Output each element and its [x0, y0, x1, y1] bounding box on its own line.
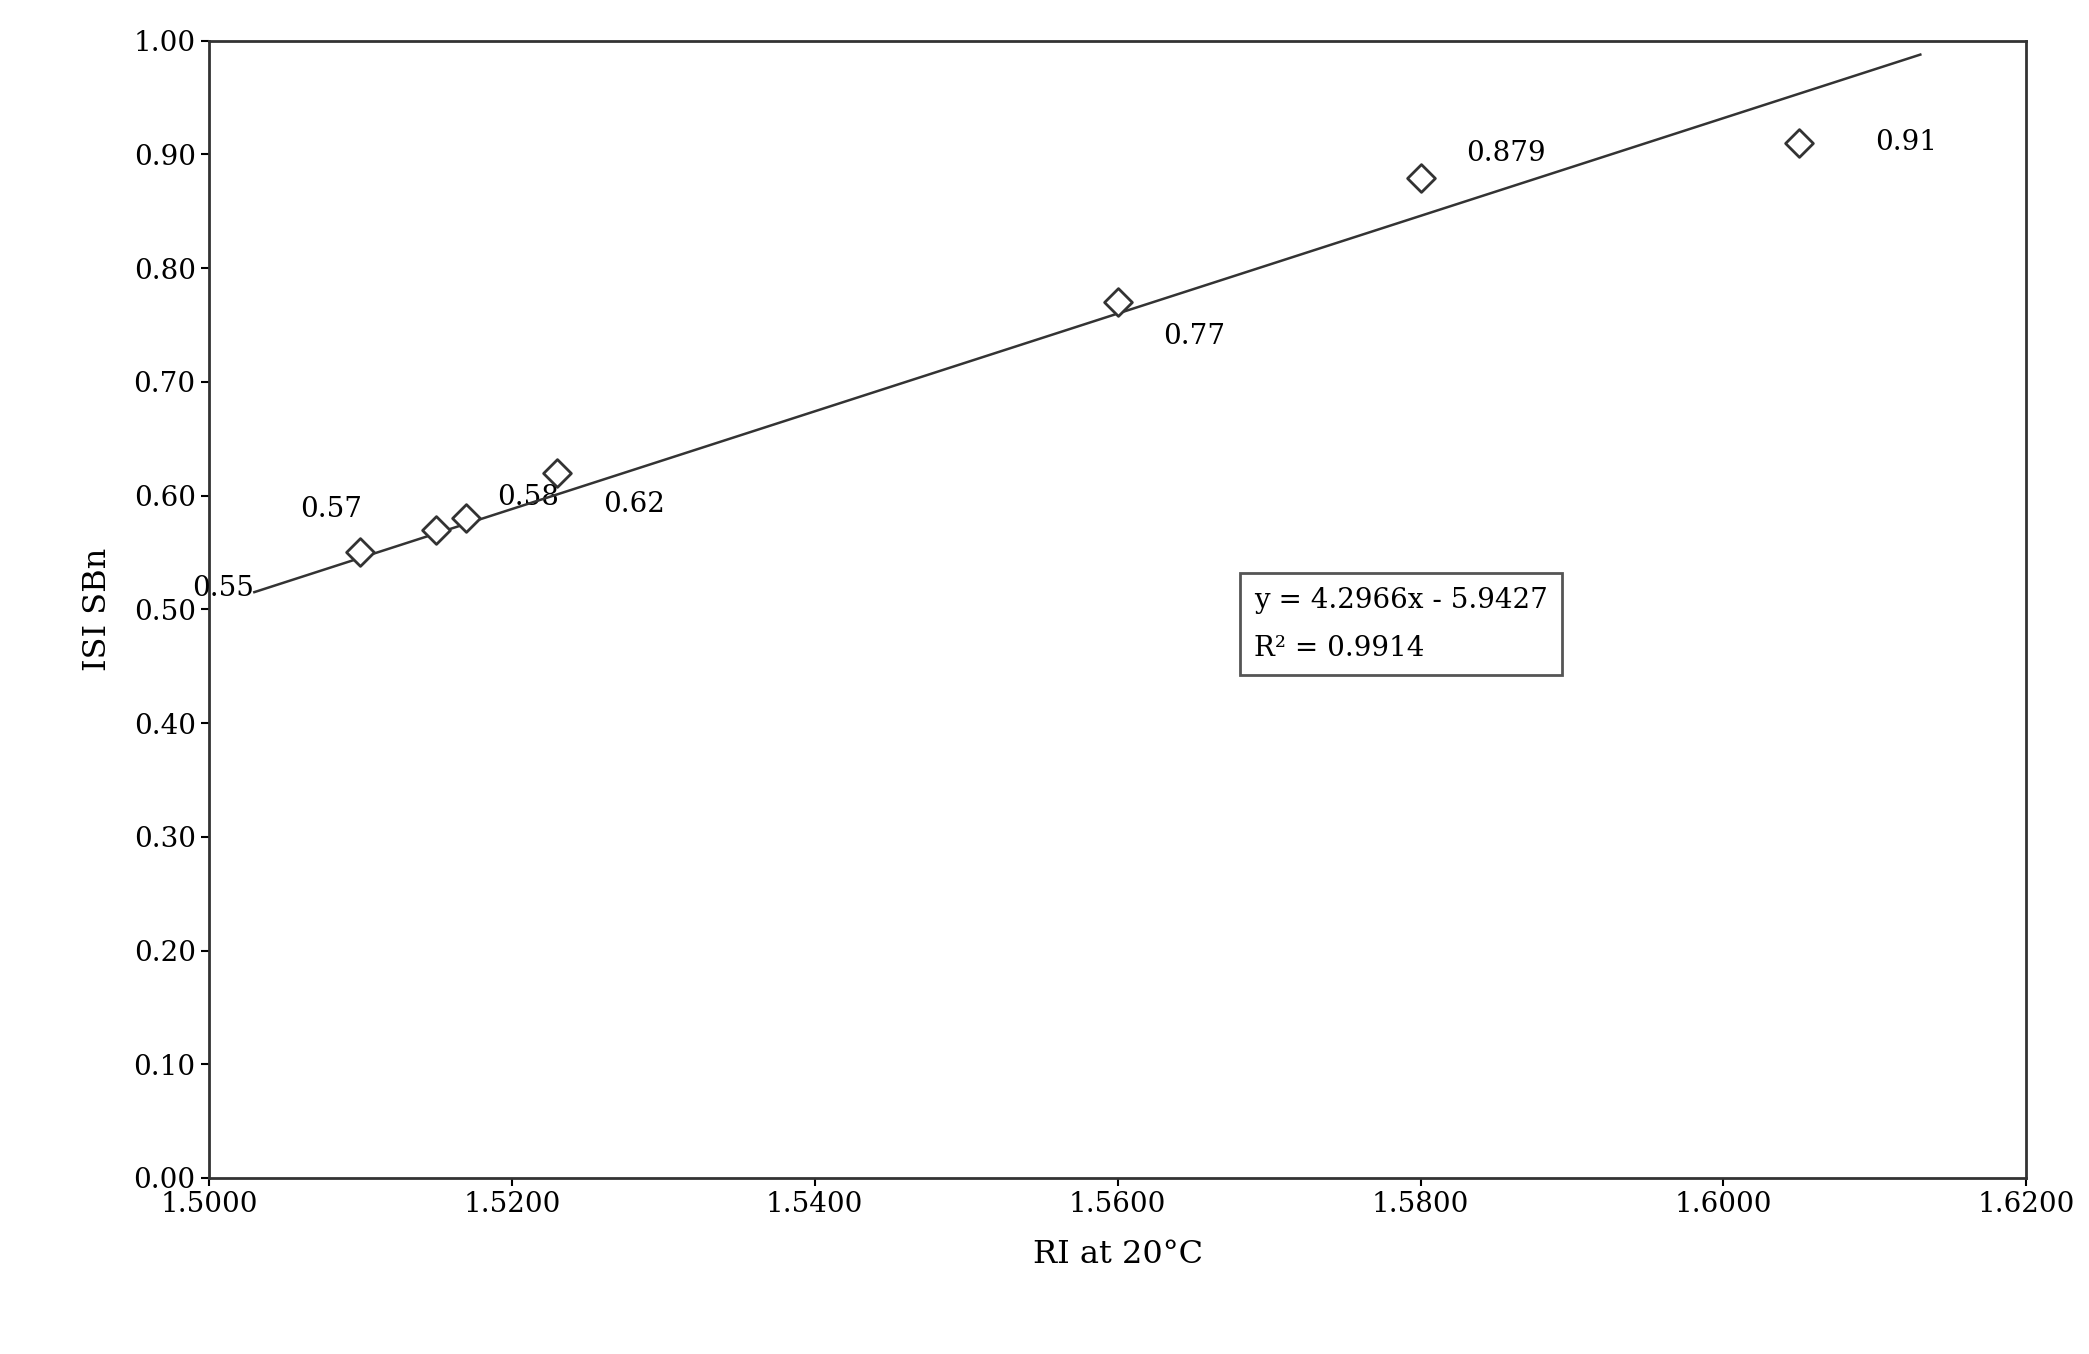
Text: y = 4.2966x - 5.9427
R² = 0.9914: y = 4.2966x - 5.9427 R² = 0.9914	[1253, 586, 1548, 662]
Text: 0.62: 0.62	[604, 492, 664, 519]
Point	[420, 519, 453, 540]
Text: 0.879: 0.879	[1466, 139, 1546, 167]
Point	[449, 508, 483, 529]
Point	[1101, 291, 1134, 313]
Point	[345, 542, 378, 563]
Text: 0.57: 0.57	[301, 496, 361, 523]
Text: 0.58: 0.58	[497, 485, 558, 512]
Text: 0.55: 0.55	[192, 575, 255, 603]
Point	[1782, 133, 1815, 154]
Text: 0.77: 0.77	[1164, 322, 1224, 349]
Point	[541, 462, 574, 483]
X-axis label: RI at 20°C: RI at 20°C	[1032, 1239, 1203, 1270]
Point	[1404, 168, 1437, 190]
Y-axis label: ISI SBn: ISI SBn	[81, 547, 113, 672]
Text: 0.91: 0.91	[1876, 130, 1937, 157]
